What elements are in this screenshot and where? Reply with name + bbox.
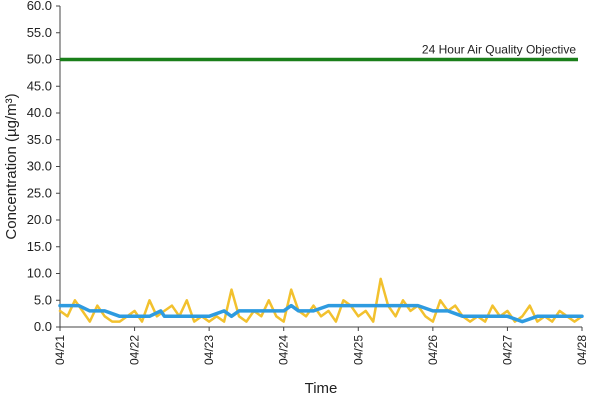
y-tick-label: 20.0	[27, 212, 52, 227]
y-tick-label: 55.0	[27, 25, 52, 40]
y-tick-label: 5.0	[34, 292, 52, 307]
plot-area	[58, 57, 584, 324]
x-tick-label: 04/26	[426, 335, 440, 365]
y-tick-label: 30.0	[27, 159, 52, 174]
x-tick-label: 04/25	[351, 335, 365, 365]
y-tick-label: 15.0	[27, 239, 52, 254]
x-tick-label: 04/24	[277, 335, 291, 365]
x-tick-label: 04/27	[500, 335, 514, 365]
x-axis-title: Time	[305, 380, 338, 397]
y-tick-label: 60.0	[27, 0, 52, 13]
series-line-yellow	[58, 277, 584, 323]
series-line-blue	[58, 303, 584, 324]
x-tick-label: 04/23	[202, 335, 216, 365]
x-tick-label: 04/21	[53, 335, 67, 365]
y-tick-label: 40.0	[27, 105, 52, 120]
x-tick-labels: 04/21 04/22 04/23 04/24 04/25 04/26 04/27 04/28	[53, 327, 589, 365]
x-tick-label: 04/28	[575, 335, 589, 365]
y-tick-label: 25.0	[27, 185, 52, 200]
y-tick-label: 10.0	[27, 266, 52, 281]
y-tick-label: 45.0	[27, 78, 52, 93]
y-tick-label: 0.0	[34, 319, 52, 334]
y-tick-label: 35.0	[27, 132, 52, 147]
x-tick-label: 04/22	[128, 335, 142, 365]
objective-annotation-label: 24 Hour Air Quality Objective	[422, 43, 576, 57]
y-axis-title: Concentration (µg/m³)	[3, 93, 20, 239]
y-tick-labels: 0.0 5.0 10.0 15.0 20.0 25.0 30.0 35.0 40.0 45.0 50…	[27, 0, 60, 334]
y-tick-label: 50.0	[27, 52, 52, 67]
